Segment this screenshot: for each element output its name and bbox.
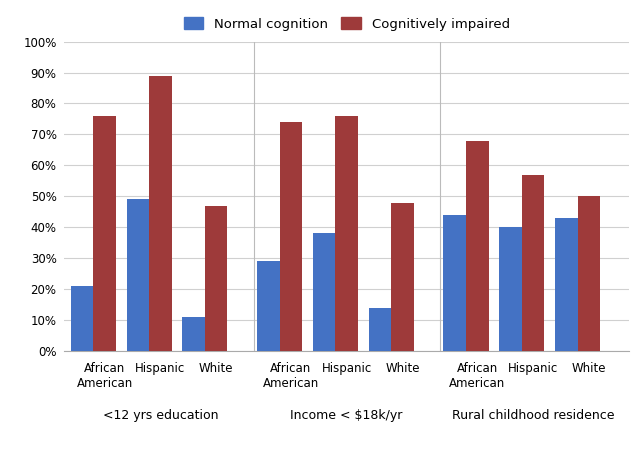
Bar — [444, 215, 466, 351]
Bar — [369, 308, 391, 351]
Bar — [182, 317, 205, 351]
Bar — [149, 76, 171, 351]
Bar — [257, 261, 280, 351]
Bar — [522, 175, 544, 351]
Bar — [126, 200, 149, 351]
Text: <12 yrs education: <12 yrs education — [103, 409, 218, 422]
Bar — [466, 140, 489, 351]
Bar — [205, 206, 227, 351]
Bar — [71, 286, 93, 351]
Bar — [313, 233, 335, 351]
Text: Rural childhood residence: Rural childhood residence — [452, 409, 614, 422]
Bar — [93, 116, 116, 351]
Bar — [578, 196, 600, 351]
Bar — [555, 218, 578, 351]
Bar — [499, 227, 522, 351]
Bar — [280, 122, 302, 351]
Text: Income < $18k/yr: Income < $18k/yr — [290, 409, 403, 422]
Bar — [335, 116, 358, 351]
Bar — [391, 202, 413, 351]
Legend: Normal cognition, Cognitively impaired: Normal cognition, Cognitively impaired — [184, 17, 510, 30]
